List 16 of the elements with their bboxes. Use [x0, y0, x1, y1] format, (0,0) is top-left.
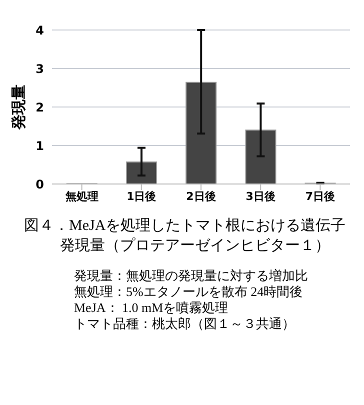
- text: 無処理：5%エタノールを散布 24時間後: [74, 284, 304, 300]
- y-tick-label: 0: [36, 177, 44, 192]
- y-axis-title: 発現量: [9, 84, 28, 130]
- text: MeJA： 1.0 mMを噴霧処理: [74, 300, 230, 316]
- x-tick-label: 7日後: [305, 190, 336, 203]
- x-tick-label: 1日後: [126, 190, 156, 203]
- text: 発現量：無処理の発現量に対する増加比: [74, 268, 309, 284]
- y-tick-label: 2: [36, 100, 44, 114]
- y-tick-label: 1: [36, 138, 44, 153]
- text: 図４．MeJAを処理したトマト根における遺伝子発現量（プロテアーゼインヒビター１）: [24, 216, 347, 256]
- x-tick-label: 無処理: [64, 190, 98, 203]
- text: トマト品種：桃太郎（図１～３共通）: [74, 316, 296, 332]
- y-tick-label: 3: [36, 62, 44, 76]
- x-tick-label: 3日後: [246, 190, 276, 203]
- x-tick-label: 2日後: [186, 190, 216, 203]
- y-tick-label: 4: [36, 23, 44, 38]
